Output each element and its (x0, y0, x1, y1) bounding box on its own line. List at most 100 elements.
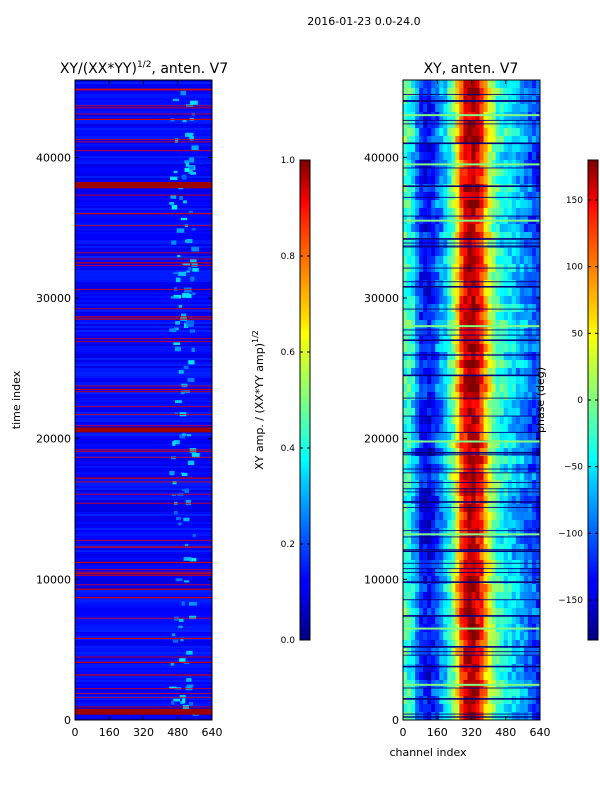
phase-cell (471, 168, 476, 177)
phase-cell (447, 432, 452, 441)
phase-cell (519, 576, 525, 585)
phase-cell (507, 656, 513, 665)
phase-cell (519, 640, 525, 649)
phase-cell (475, 200, 480, 209)
heatmap-row (75, 540, 212, 542)
phase-cell (519, 712, 525, 720)
phase-cell (475, 656, 480, 665)
phase-cell (479, 616, 484, 625)
phase-cell (459, 608, 464, 617)
heatmap-row (75, 94, 212, 96)
phase-cell (411, 312, 416, 321)
phase-cell (495, 184, 501, 193)
phase-cell (535, 608, 540, 617)
phase-cell (507, 392, 513, 401)
phase-cell (531, 576, 537, 585)
phase-cell (427, 504, 432, 513)
phase-cell (535, 504, 540, 513)
heatmap-blotch (189, 557, 197, 562)
phase-cell (431, 456, 436, 465)
phase-cell (427, 240, 432, 249)
phase-cell (407, 672, 412, 681)
phase-cell (487, 104, 492, 113)
phase-cell (519, 184, 525, 193)
heatmap-blotch (180, 90, 187, 96)
phase-cell (483, 136, 488, 145)
phase-cell (435, 672, 440, 681)
heatmap-row (75, 548, 212, 550)
phase-cell (491, 672, 496, 681)
phase-cell (507, 528, 513, 537)
phase-cell (531, 312, 537, 321)
phase-cell (479, 656, 484, 665)
heatmap-row (75, 232, 212, 234)
phase-cell (435, 272, 440, 281)
heatmap-red-line (75, 213, 212, 215)
heatmap-blotch (188, 701, 194, 706)
heatmap-row (75, 200, 212, 202)
phase-cell (431, 392, 436, 401)
heatmap-blotch (174, 412, 178, 415)
phase-cell (523, 600, 529, 609)
phase-cell (507, 152, 513, 161)
phase-cell (535, 656, 540, 665)
phase-cell (459, 480, 464, 489)
phase-cell (415, 224, 420, 233)
phase-cell (531, 512, 537, 521)
phase-cell (411, 456, 416, 465)
phase-light-line (403, 219, 540, 222)
phase-cell (515, 608, 521, 617)
phase-cell (427, 200, 432, 209)
phase-cell (423, 472, 428, 481)
phase-cell (439, 424, 444, 433)
phase-cell (475, 240, 480, 249)
phase-cell (427, 344, 432, 353)
phase-cell (447, 136, 452, 145)
heatmap-row (75, 568, 212, 570)
heatmap-row (75, 192, 212, 194)
phase-cell (407, 88, 412, 97)
phase-cell (455, 224, 460, 233)
phase-cell (435, 344, 440, 353)
phase-cell (411, 296, 416, 305)
phase-cell (507, 664, 513, 673)
phase-cell (515, 224, 521, 233)
heatmap-row (75, 662, 212, 664)
phase-cell (411, 552, 416, 561)
heatmap-row (75, 608, 212, 610)
phase-cell (503, 688, 509, 697)
phase-cell (495, 280, 501, 289)
phase-cell (411, 280, 416, 289)
phase-cell (527, 368, 533, 377)
phase-cell (503, 472, 509, 481)
phase-cell (527, 224, 533, 233)
phase-cell (503, 416, 509, 425)
phase-cell (531, 560, 537, 569)
phase-cell (515, 144, 521, 153)
phase-cell (467, 232, 472, 241)
y-tick-label: 30000 (364, 292, 399, 305)
phase-cell (431, 440, 436, 449)
phase-cell (503, 384, 509, 393)
phase-cell (527, 280, 533, 289)
phase-cell (431, 496, 436, 505)
phase-cell (443, 584, 448, 593)
heatmap-blotch (181, 601, 185, 606)
phase-cell (415, 416, 420, 425)
heatmap-row (75, 446, 212, 448)
heatmap-row (75, 242, 212, 244)
phase-cell (407, 536, 412, 545)
heatmap-row (75, 336, 212, 338)
phase-cell (451, 168, 456, 177)
heatmap-row (75, 234, 212, 236)
phase-cell (431, 464, 436, 473)
heatmap-row (75, 616, 212, 618)
phase-cell (439, 704, 444, 713)
phase-cell (451, 312, 456, 321)
phase-cell (451, 80, 456, 89)
phase-cell (483, 240, 488, 249)
phase-cell (479, 344, 484, 353)
phase-cell (523, 472, 529, 481)
heatmap-red-line (75, 546, 212, 548)
